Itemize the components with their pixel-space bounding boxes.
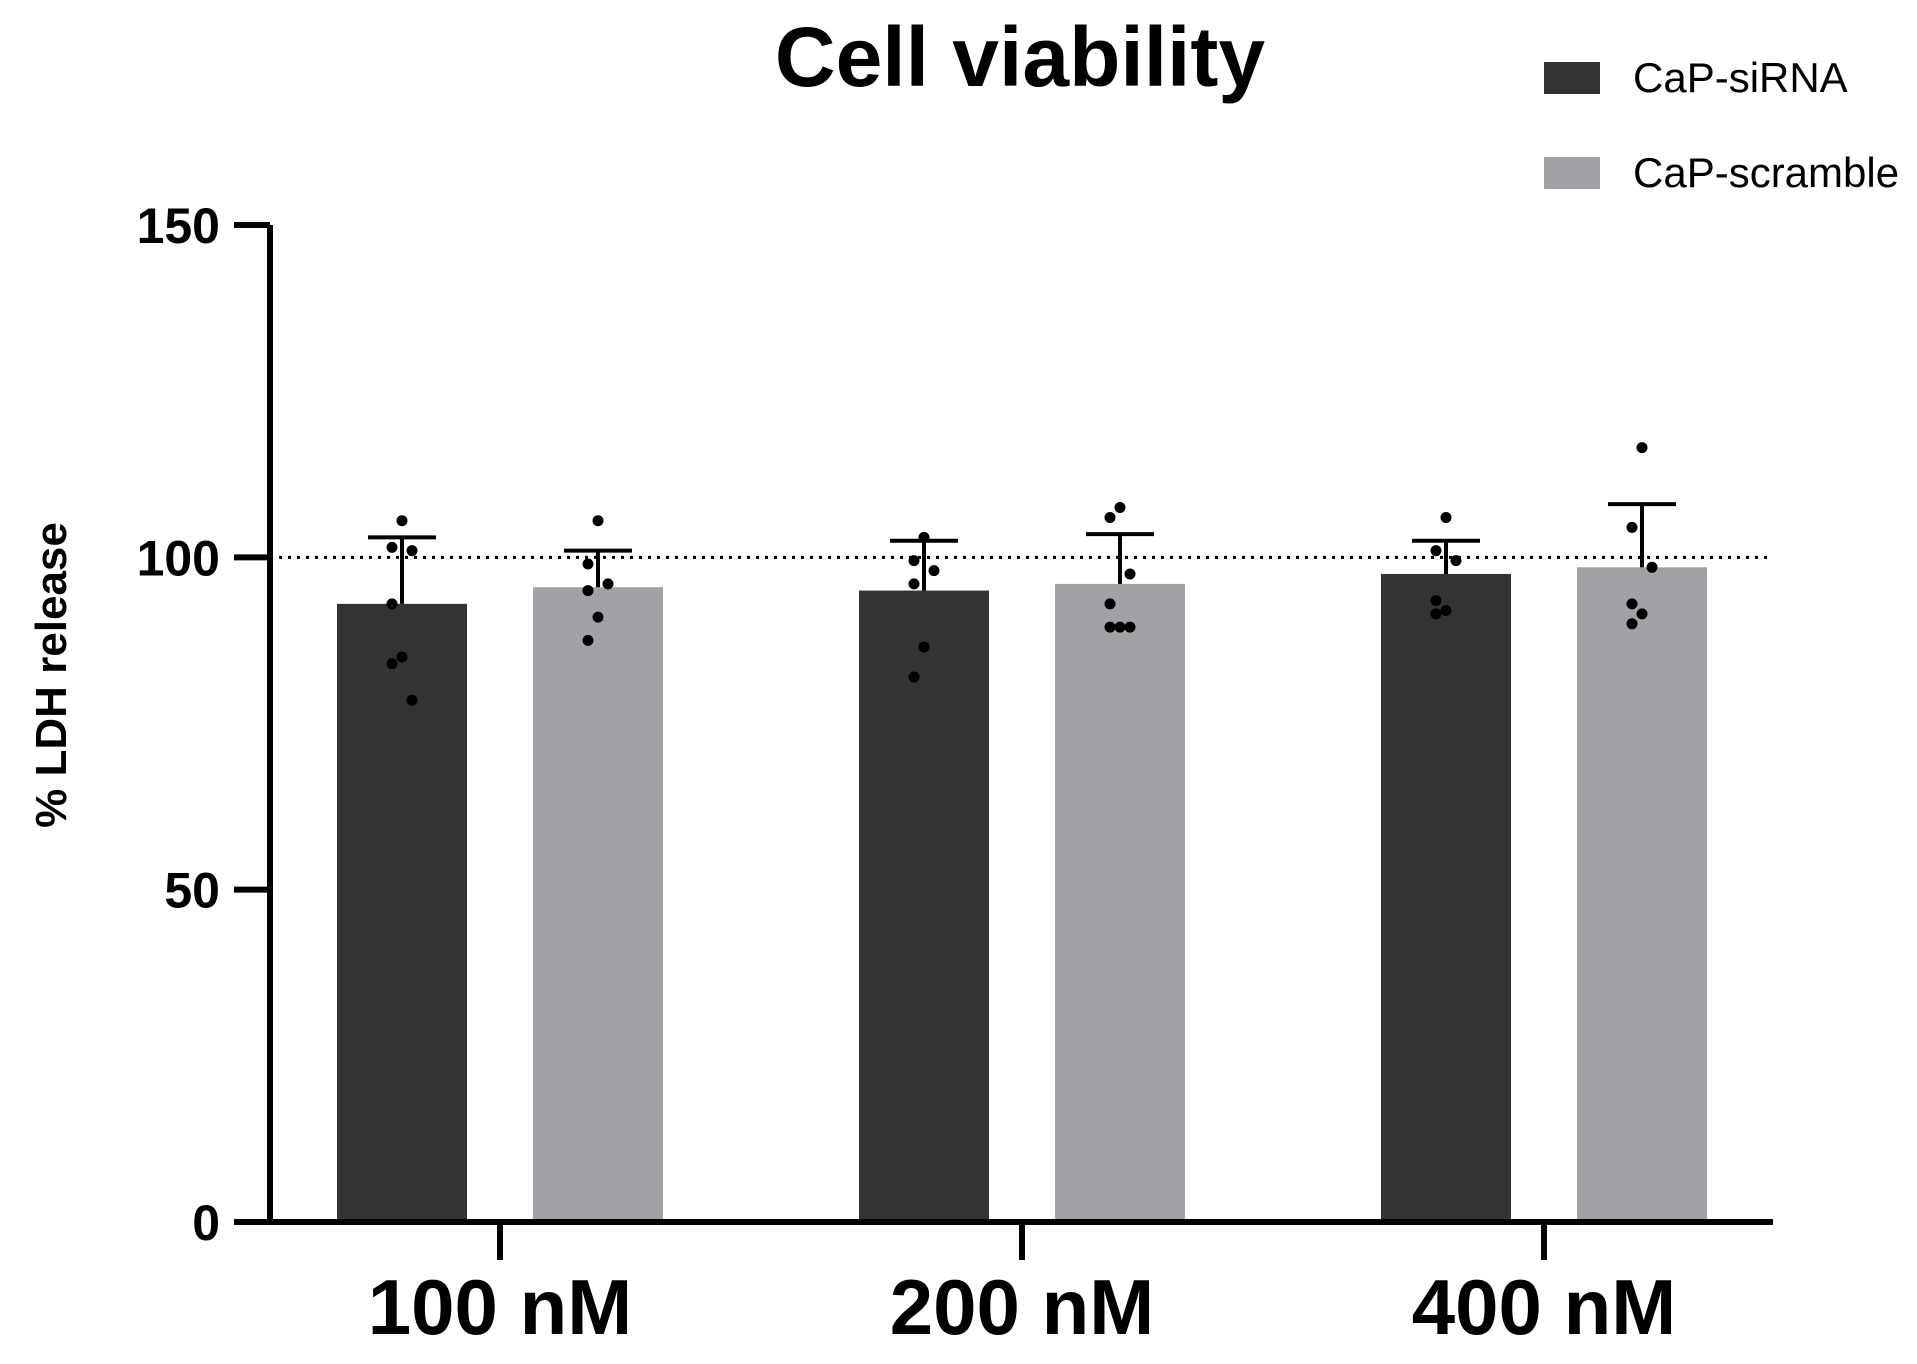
data-point xyxy=(908,555,920,567)
bar xyxy=(1055,583,1185,1222)
y-tick-label: 100 xyxy=(137,530,220,586)
bar xyxy=(533,587,663,1222)
data-point xyxy=(908,671,920,683)
data-point xyxy=(1124,621,1136,633)
data-point xyxy=(1114,501,1126,513)
y-axis-label: % LDH release xyxy=(27,522,76,828)
x-tick-label: 400 nM xyxy=(1412,1263,1676,1351)
data-point xyxy=(592,515,604,527)
data-point xyxy=(1104,511,1116,523)
data-point xyxy=(1450,555,1462,567)
data-point xyxy=(592,611,604,623)
x-tick-label: 200 nM xyxy=(890,1263,1154,1351)
plot-area: 0 50 100 150 100 nM 200 nM 400 nM xyxy=(137,198,1773,1351)
legend-label: CaP-siRNA xyxy=(1633,54,1848,101)
data-point xyxy=(386,598,398,610)
data-point xyxy=(1430,595,1442,607)
chart-title: Cell viability xyxy=(775,10,1265,104)
data-point xyxy=(1124,568,1136,580)
data-point xyxy=(1104,598,1116,610)
data-point xyxy=(1626,618,1638,630)
data-point xyxy=(582,585,594,597)
data-point xyxy=(908,578,920,590)
bar xyxy=(859,590,989,1222)
data-point xyxy=(1646,561,1658,573)
data-point xyxy=(602,578,614,590)
legend-swatch xyxy=(1544,62,1600,94)
data-point xyxy=(582,634,594,646)
bar xyxy=(1381,573,1511,1222)
data-point xyxy=(386,658,398,670)
y-tick-label: 0 xyxy=(192,1195,220,1251)
data-point xyxy=(918,531,930,543)
data-point xyxy=(918,641,930,653)
data-point xyxy=(1440,605,1452,617)
data-point xyxy=(396,515,408,527)
data-point xyxy=(1636,608,1648,620)
data-point xyxy=(386,541,398,553)
data-point xyxy=(1430,608,1442,620)
bar xyxy=(337,603,467,1222)
data-point xyxy=(1430,545,1442,557)
legend-label: CaP-scramble xyxy=(1633,149,1899,196)
data-point xyxy=(1636,442,1648,454)
y-tick-label: 150 xyxy=(137,198,220,254)
data-point xyxy=(396,651,408,663)
data-point xyxy=(1626,598,1638,610)
x-tick-label: 100 nM xyxy=(368,1263,632,1351)
data-point xyxy=(582,558,594,570)
data-point xyxy=(1104,621,1116,633)
bar xyxy=(1577,567,1707,1222)
y-tick-label: 50 xyxy=(164,863,220,919)
data-point xyxy=(1114,621,1126,633)
data-point xyxy=(406,694,418,706)
legend-swatch xyxy=(1544,157,1600,189)
data-point xyxy=(928,565,940,577)
data-point xyxy=(406,545,418,557)
data-point xyxy=(1626,521,1638,533)
legend: CaP-siRNA CaP-scramble xyxy=(1544,54,1899,196)
data-point xyxy=(1440,511,1452,523)
